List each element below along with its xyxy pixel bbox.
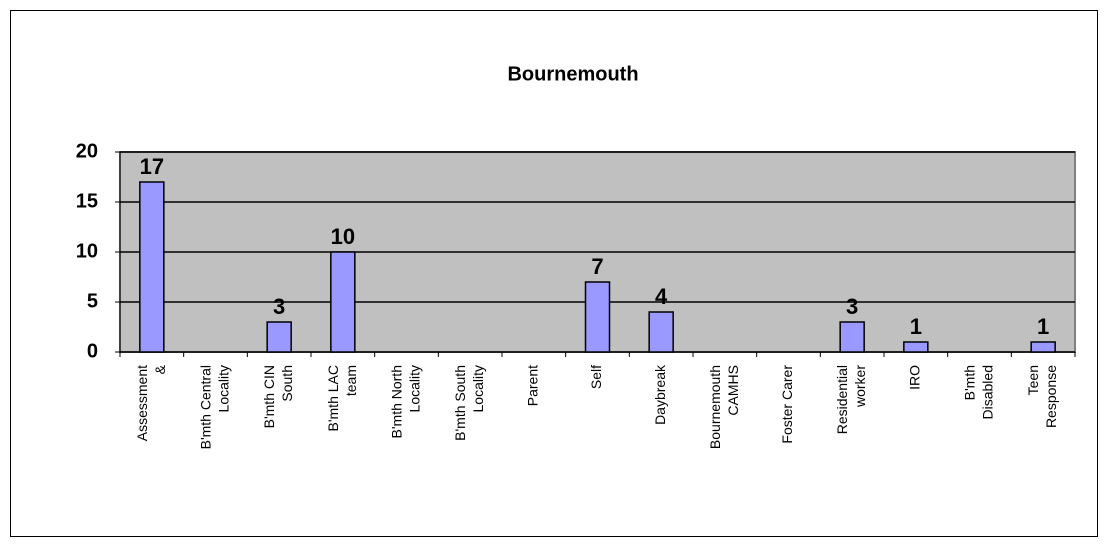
data-label: 1 [1037, 314, 1049, 339]
x-tick-label: B'mth South Locality [452, 365, 486, 441]
bar [648, 311, 674, 353]
x-tick-label: Residential worker [834, 365, 868, 435]
data-label: 1 [910, 314, 922, 339]
x-tick-label: B'mth LAC team [325, 365, 359, 431]
x-tick-label: B'mth CIN South [261, 365, 295, 428]
x-tick-label: Parent [525, 365, 541, 406]
x-tick-label: B'mth Disabled [961, 365, 995, 419]
bar [139, 181, 165, 353]
data-label: 17 [140, 154, 164, 179]
y-tick-label: 10 [76, 240, 98, 262]
bar [584, 281, 611, 353]
bar [330, 251, 356, 353]
data-label: 3 [273, 294, 285, 319]
bar [839, 321, 865, 353]
y-tick-label: 5 [87, 290, 98, 312]
data-label: 7 [591, 254, 603, 279]
data-label: 3 [846, 294, 858, 319]
x-tick-label: Bournemouth CAMHS [707, 365, 741, 449]
y-tick-label: 0 [87, 340, 98, 362]
x-tick-label: Assessment & [134, 364, 168, 441]
x-tick-label: B'mth Central Locality [197, 365, 231, 449]
bar [903, 341, 929, 353]
data-label: 10 [331, 224, 355, 249]
x-tick-label: Foster Carer [779, 365, 795, 444]
bar [1030, 341, 1056, 353]
x-tick-label: Teen Response [1025, 365, 1059, 428]
x-tick-label: Self [588, 365, 604, 389]
x-tick-label: Daybreak [652, 364, 668, 425]
chart-title: Bournemouth [507, 63, 638, 85]
bar [266, 321, 292, 353]
x-tick-label: B'mth North Locality [388, 365, 422, 438]
y-tick-label: 20 [76, 140, 98, 162]
y-tick-label: 15 [76, 190, 98, 212]
data-label: 4 [655, 284, 668, 309]
x-tick-label: IRO [907, 365, 923, 390]
